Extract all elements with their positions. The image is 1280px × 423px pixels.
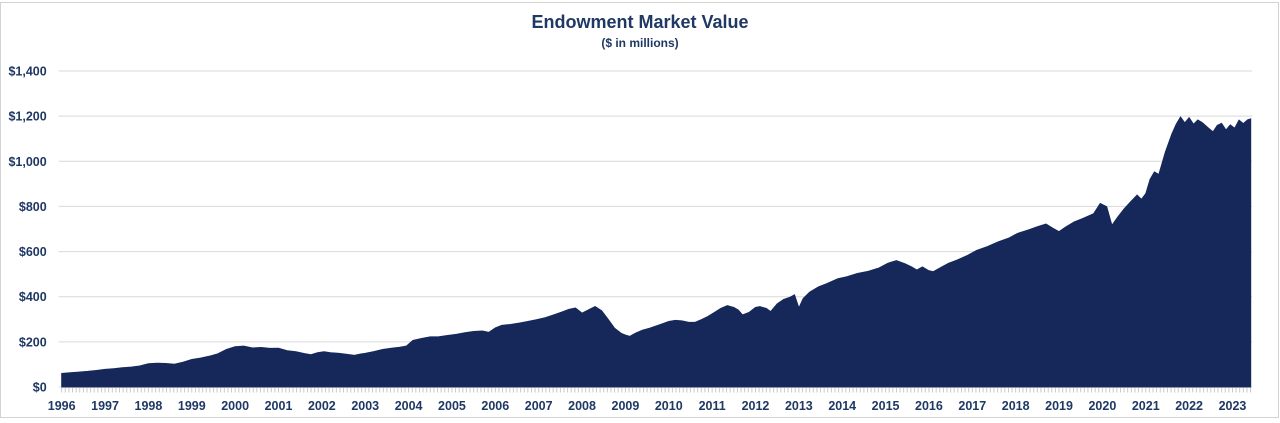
x-axis-label: 2010 (655, 399, 683, 413)
x-axis-label: 2012 (742, 399, 770, 413)
x-axis-label: 2005 (438, 399, 466, 413)
x-axis-label: 2007 (525, 399, 553, 413)
x-axis-label: 2000 (221, 399, 249, 413)
x-axis-label: 1997 (91, 399, 119, 413)
x-axis-label: 1996 (48, 399, 76, 413)
x-axis-label: 2014 (828, 399, 856, 413)
x-axis-label: 2004 (395, 399, 423, 413)
y-axis-label: $1,400 (8, 65, 46, 79)
x-axis-label: 2011 (699, 399, 726, 413)
x-axis-label: 2016 (915, 399, 943, 413)
y-axis-label: $600 (19, 245, 47, 259)
x-axis-label: 1999 (178, 399, 206, 413)
x-axis-label: 2003 (351, 399, 379, 413)
y-axis-label: $1,000 (8, 155, 46, 169)
x-axis-label: 2009 (612, 399, 640, 413)
x-axis-label: 2015 (872, 399, 900, 413)
y-axis-label: $0 (33, 381, 47, 395)
chart-subtitle: ($ in millions) (601, 36, 679, 50)
y-axis-label: $400 (19, 290, 47, 304)
endowment-area-series (61, 116, 1252, 388)
x-axis-label: 2018 (1002, 399, 1030, 413)
x-axis-label: 2022 (1175, 399, 1203, 413)
x-axis-label: 2013 (785, 399, 813, 413)
x-axis-label: 2002 (308, 399, 336, 413)
x-axis-label: 2019 (1045, 399, 1073, 413)
x-axis-label: 2008 (568, 399, 596, 413)
y-axis-label: $1,200 (8, 110, 46, 124)
chart-title: Endowment Market Value (531, 12, 749, 32)
x-axis-label: 2006 (481, 399, 509, 413)
x-axis-label: 2017 (958, 399, 986, 413)
y-axis-label: $200 (19, 335, 47, 349)
y-axis-label: $800 (19, 200, 47, 214)
x-axis-label: 2021 (1132, 399, 1160, 413)
x-axis-label: 2023 (1219, 399, 1247, 413)
x-axis-label: 2020 (1088, 399, 1116, 413)
x-axis-label: 1998 (135, 399, 163, 413)
x-axis-label: 2001 (265, 399, 293, 413)
